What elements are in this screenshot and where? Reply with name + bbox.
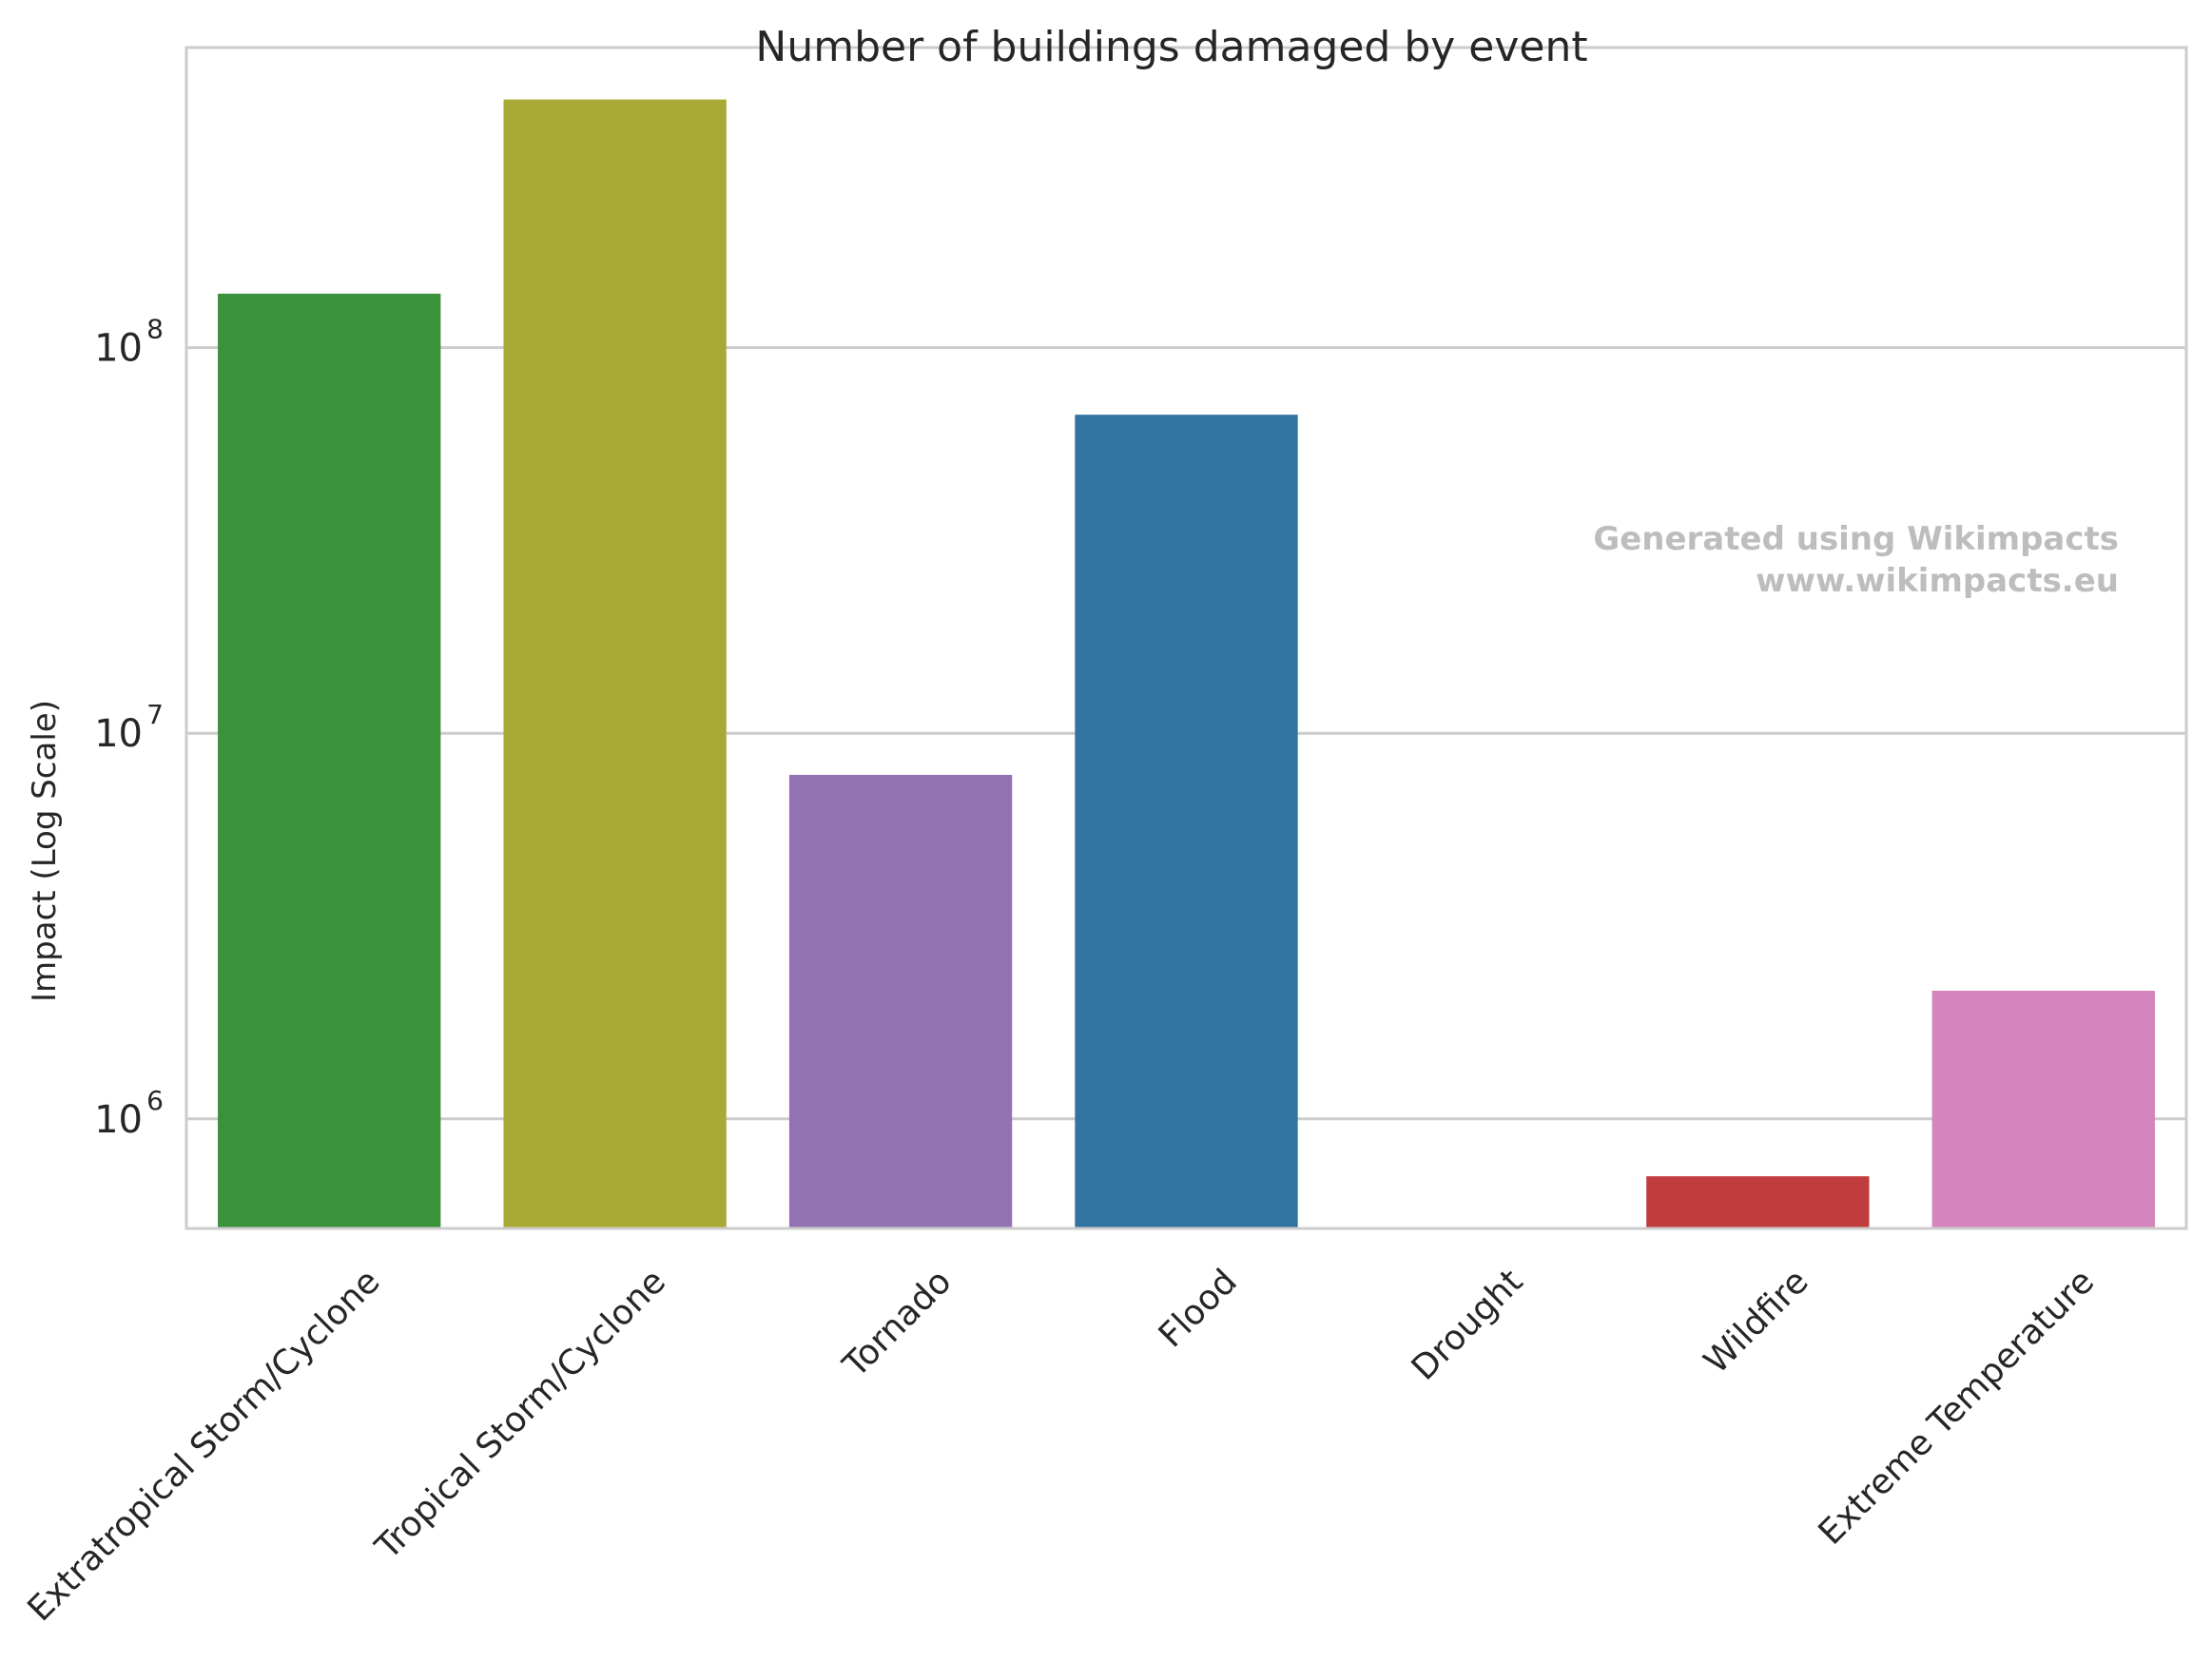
y-tick-exponent: 7 [146,699,164,730]
y-axis-label: Impact (Log Scale) [26,700,64,1002]
bars [218,99,2155,1228]
watermark-line-2: www.wikimpacts.eu [1756,562,2119,600]
bar-flood [1075,415,1298,1228]
bar-tropical-storm-cyclone [503,99,727,1228]
bar-wildfire [1646,1176,1870,1228]
y-tick-exponent: 8 [146,314,164,345]
y-tick-label: 10 [94,327,143,371]
y-tick-label: 10 [94,712,143,756]
bar-extreme-temperature [1931,990,2155,1228]
y-tick-label: 10 [94,1098,143,1142]
y-tick-exponent: 6 [146,1085,164,1116]
bar-extratropical-storm-cyclone [218,293,441,1228]
chart-title: Number of buildings damaged by event [755,23,1587,71]
watermark-line-1: Generated using Wikimpacts [1593,520,2119,558]
plot-frame [184,46,2188,1230]
bar-tornado [788,774,1013,1228]
